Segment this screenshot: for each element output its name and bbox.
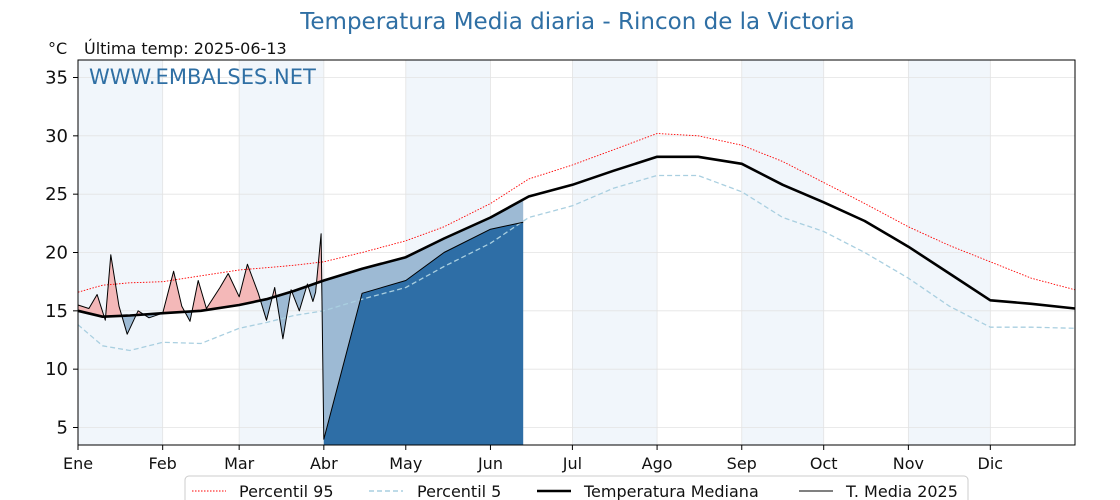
y-tick-label-30: 30 [45, 126, 68, 147]
x-tick-label-jul: Jul [562, 454, 582, 473]
y-tick-label-10: 10 [45, 359, 68, 380]
x-tick-label-sep: Sep [727, 454, 757, 473]
x-tick-label-oct: Oct [810, 454, 838, 473]
last-temp-label: Última temp: 2025-06-13 [84, 39, 287, 58]
x-tick-label-dic: Dic [978, 454, 1004, 473]
legend-label-p5: Percentil 5 [417, 482, 501, 500]
chart-title: Temperatura Media diaria - Rincon de la … [300, 9, 855, 35]
series-line-percentil-95 [77, 133, 1076, 293]
series-line-temperatura-mediana [77, 155, 1076, 318]
watermark-text: WWW.EMBALSES.NET [89, 65, 316, 89]
y-tick-label-20: 20 [45, 243, 68, 264]
legend: Percentil 95 Percentil 5 Temperatura Med… [184, 475, 969, 500]
grid-lines [78, 60, 1075, 445]
legend-label-p95: Percentil 95 [239, 482, 334, 500]
x-tick-label-nov: Nov [893, 454, 924, 473]
x-tick-label-may: May [389, 454, 422, 473]
x-tick-label-feb: Feb [149, 454, 177, 473]
y-tick-label-25: 25 [45, 184, 68, 205]
x-axis: Ene Feb Mar Abr May Jun Jul Ago Sep Oct Nov Dic [63, 445, 1003, 473]
y-axis: 5 10 15 20 25 30 35 [45, 68, 78, 439]
x-tick-label-mar: Mar [224, 454, 255, 473]
y-tick-label-35: 35 [45, 68, 68, 89]
legend-box [184, 475, 969, 500]
legend-label-current: T. Media 2025 [845, 482, 958, 500]
y-tick-label-5: 5 [57, 418, 68, 439]
current-year-area-fill [323, 222, 524, 445]
x-tick-label-ago: Ago [642, 454, 673, 473]
series-line-t-media-2025 [77, 221, 524, 440]
legend-label-median: Temperatura Mediana [583, 482, 759, 500]
x-tick-label-abr: Abr [310, 454, 338, 473]
y-tick-label-15: 15 [45, 301, 68, 322]
x-tick-label-ene: Ene [63, 454, 93, 473]
x-tick-label-jun: Jun [477, 454, 503, 473]
series-lines [77, 133, 1076, 440]
series-line-percentil-5 [77, 174, 1076, 352]
anomaly-cold-fill [78, 199, 524, 440]
anomaly-fills [78, 199, 524, 445]
y-unit-label: °C [48, 39, 68, 58]
